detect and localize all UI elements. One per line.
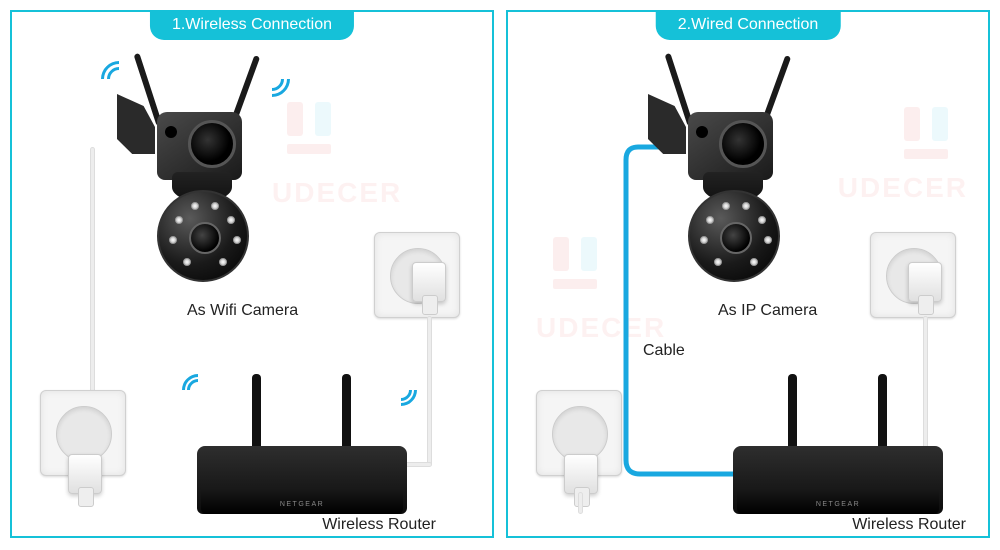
camera-label: As Wifi Camera <box>187 302 298 320</box>
camera-top-module-icon <box>688 112 773 180</box>
panel-title-badge: 2.Wired Connection <box>656 10 841 40</box>
router-label: Wireless Router <box>852 516 966 534</box>
panel-wireless: 1.Wireless Connection UDECER As Wifi Cam… <box>10 10 494 538</box>
watermark-text: UDECER <box>838 172 968 204</box>
router-brand-label: NETGEAR <box>816 501 860 508</box>
panel-title-badge: 1.Wireless Connection <box>150 10 354 40</box>
watermark-logo <box>287 102 331 146</box>
router-antenna-icon <box>342 374 351 454</box>
power-plug-icon <box>564 454 598 494</box>
wireless-router-icon: NETGEAR <box>197 379 407 514</box>
security-camera-icon <box>117 82 277 292</box>
camera-dome-icon <box>688 190 780 282</box>
camera-top-module-icon <box>157 112 242 180</box>
watermark-logo <box>553 237 597 281</box>
camera-dome-icon <box>157 190 249 282</box>
cable-label: Cable <box>643 342 685 360</box>
wireless-router-icon: NETGEAR <box>733 379 943 514</box>
security-camera-icon <box>648 82 808 292</box>
power-plug-icon <box>412 262 446 302</box>
router-antenna-icon <box>788 374 797 454</box>
power-cord-icon <box>427 316 432 466</box>
watermark-text: UDECER <box>272 177 402 209</box>
power-plug-icon <box>68 454 102 494</box>
watermark-text: UDECER <box>536 312 666 344</box>
panel-wired: 2.Wired Connection UDECER UDECER As IP C… <box>506 10 990 538</box>
router-antenna-icon <box>252 374 261 454</box>
router-brand-label: NETGEAR <box>280 501 324 508</box>
power-cord-icon <box>578 492 583 514</box>
power-plug-icon <box>908 262 942 302</box>
router-label: Wireless Router <box>322 516 436 534</box>
watermark-logo <box>904 107 948 151</box>
camera-label: As IP Camera <box>718 302 817 320</box>
router-antenna-icon <box>878 374 887 454</box>
